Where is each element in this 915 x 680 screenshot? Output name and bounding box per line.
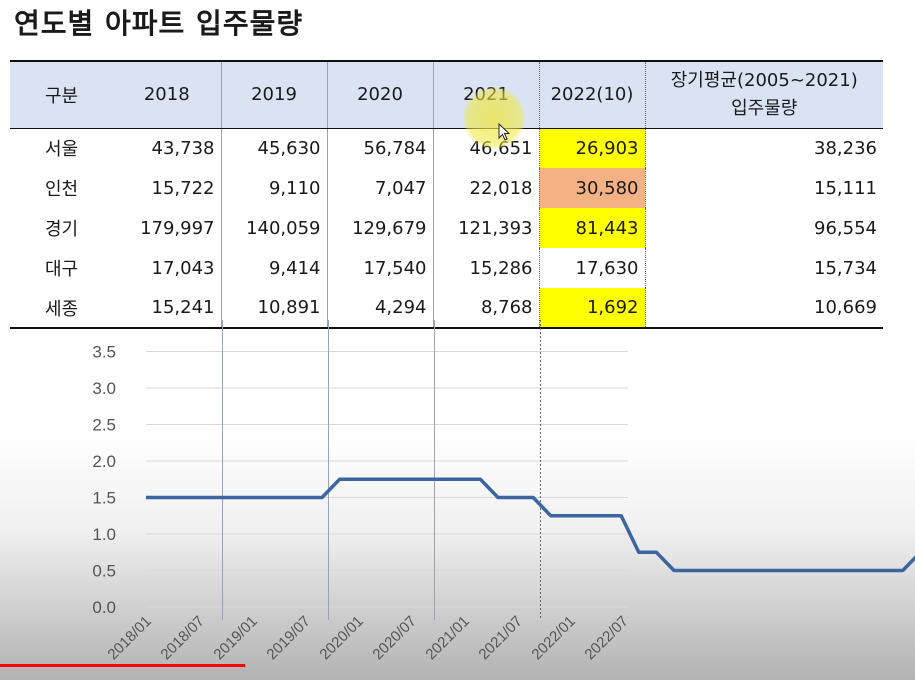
cell-2021: 15,286: [432, 248, 539, 288]
x-tick-label: 2021/07: [475, 613, 525, 663]
cell-2021: 121,393: [432, 208, 539, 248]
cell-2022: 17,630: [538, 248, 646, 288]
x-tick-label: 2019/01: [210, 613, 260, 663]
cell-2020: 7,047: [326, 168, 433, 208]
cell-2019: 9,110: [220, 168, 327, 208]
x-tick-label: 2020/01: [316, 613, 366, 663]
region-cell: 인천: [44, 179, 79, 200]
table-row: 서울 43,738 45,630 56,784 46,651 26,903 38,236: [10, 128, 883, 168]
cell-2022: 30,580: [538, 168, 646, 208]
y-tick-label: 1.0: [92, 525, 116, 544]
cell-2020: 129,679: [326, 208, 433, 248]
cell-2019: 9,414: [220, 248, 327, 288]
video-progress-bar[interactable]: [0, 664, 245, 667]
cell-2018: 43,738: [151, 137, 215, 159]
y-tick-label: 0.5: [92, 562, 116, 581]
cell-long-term-avg: 10,669: [645, 288, 883, 329]
x-tick-label: 2022/01: [528, 613, 578, 663]
y-tick-label: 0.0: [92, 598, 116, 617]
cell-2018: 15,241: [113, 288, 221, 329]
col-header-long-term-avg: 장기평균(2005~2021) 입주물량: [645, 60, 883, 129]
cell-2022: 81,443: [538, 208, 646, 248]
cell-2019: 45,630: [220, 128, 327, 168]
region-cell: 서울: [44, 139, 79, 161]
page-title: 연도별 아파트 입주물량: [14, 7, 304, 40]
col-header-2020: 2020: [326, 60, 433, 129]
cell-2018: 15,722: [151, 177, 215, 199]
cell-long-term-avg: 15,734: [814, 257, 877, 279]
col-header-2022: 2022(10): [538, 60, 646, 129]
region-cell: 세종: [10, 288, 113, 329]
rate-line-chart: 0.00.51.01.52.02.53.03.5 2018/01 2018/07 2…: [92, 320, 915, 663]
y-tick-label: 2.0: [92, 452, 116, 471]
cell-2020: 56,784: [326, 128, 433, 168]
rate-series-line: [146, 477, 915, 573]
x-tick-label: 2022/07: [581, 613, 631, 663]
cell-long-term-avg: 15,111: [814, 177, 877, 199]
table-row: 인천 15,722 9,110 7,047 22,018 30,580 15,111: [10, 168, 883, 208]
col-header-category: 구분: [10, 60, 113, 129]
cell-2021: 8,768: [432, 288, 539, 329]
y-tick-label: 3.0: [92, 379, 116, 398]
y-tick-label: 1.5: [92, 489, 116, 508]
x-tick-label: 2019/07: [263, 613, 313, 663]
cell-2021: 22,018: [432, 168, 539, 208]
col-header-2018: 2018: [113, 60, 221, 129]
y-tick-label: 2.5: [92, 416, 116, 435]
cell-2022: 1,692: [538, 288, 646, 329]
cell-2020: 17,540: [326, 248, 433, 288]
avg-header-line2: 입주물량: [731, 97, 798, 119]
cell-2018: 17,043: [151, 257, 215, 279]
region-cell: 대구: [44, 259, 79, 280]
x-tick-label: 2020/07: [369, 613, 419, 663]
table-row: 세종 15,241 10,891 4,294 8,768 1,692 10,669: [10, 288, 883, 329]
x-tick-label: 2018/07: [157, 613, 207, 663]
region-cell: 경기: [44, 219, 79, 240]
avg-header-line1: 장기평균(2005~2021): [670, 69, 858, 91]
x-tick-label: 2021/01: [422, 613, 472, 663]
housing-supply-table: 구분 2018 2019 2020 2021 2022(10) 장기평균(200…: [10, 60, 883, 329]
table-header-row: 구분 2018 2019 2020 2021 2022(10) 장기평균(200…: [10, 60, 883, 129]
table-row: 대구 17,043 9,414 17,540 15,286 17,630 15,734: [10, 248, 883, 288]
cell-2019: 140,059: [220, 208, 327, 248]
cell-2018: 179,997: [140, 217, 215, 239]
y-tick-label: 3.5: [92, 343, 116, 362]
cell-2019: 10,891: [220, 288, 327, 329]
cell-2022: 26,903: [538, 128, 646, 168]
cell-long-term-avg: 38,236: [814, 137, 877, 159]
cell-long-term-avg: 96,554: [814, 217, 877, 239]
col-header-2019: 2019: [220, 60, 327, 129]
cell-2020: 4,294: [326, 288, 433, 329]
col-header-2021: 2021: [432, 60, 539, 129]
x-tick-label: 2018/01: [104, 613, 154, 663]
cell-2021: 46,651: [432, 128, 539, 168]
table-row: 경기 179,997 140,059 129,679 121,393 81,443 96,5…: [10, 208, 883, 248]
